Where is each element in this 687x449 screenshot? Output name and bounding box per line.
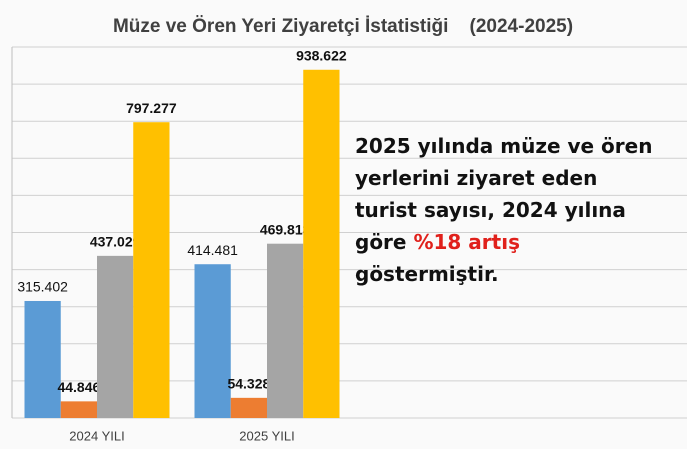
- data-label: 44.846: [57, 379, 100, 395]
- bar: [267, 243, 304, 418]
- annotation: 2025 yılında müze ve ören yerlerini ziya…: [355, 130, 655, 290]
- data-label: 437.029: [90, 234, 141, 250]
- bar: [133, 122, 170, 418]
- data-label: 938.622: [296, 47, 347, 63]
- chart-title: Müze ve Ören Yeri Ziyaretçi İstatistiği …: [113, 16, 573, 37]
- bar: [303, 69, 340, 418]
- bar: [230, 397, 267, 418]
- data-label: 315.402: [17, 279, 68, 295]
- x-tick-label: 2024 YILI: [69, 428, 124, 443]
- data-label: 414.481: [187, 242, 238, 258]
- annotation-text: göstermiştir.: [355, 230, 527, 286]
- bar: [24, 300, 61, 418]
- bar: [97, 255, 134, 418]
- data-label: 469.813: [260, 221, 311, 237]
- x-tick-label: 2025 YILI: [239, 428, 294, 443]
- annotation-text: 2025 yılında müze ve ören yerlerini ziya…: [355, 134, 660, 254]
- bar: [194, 264, 231, 418]
- annotation-text: %18 artış: [413, 230, 520, 254]
- bar: [60, 401, 97, 418]
- data-label: 797.277: [126, 100, 177, 116]
- data-label: 54.328: [227, 376, 270, 392]
